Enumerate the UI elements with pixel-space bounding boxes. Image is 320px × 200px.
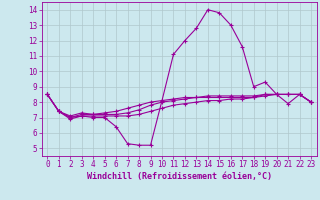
X-axis label: Windchill (Refroidissement éolien,°C): Windchill (Refroidissement éolien,°C) bbox=[87, 172, 272, 181]
